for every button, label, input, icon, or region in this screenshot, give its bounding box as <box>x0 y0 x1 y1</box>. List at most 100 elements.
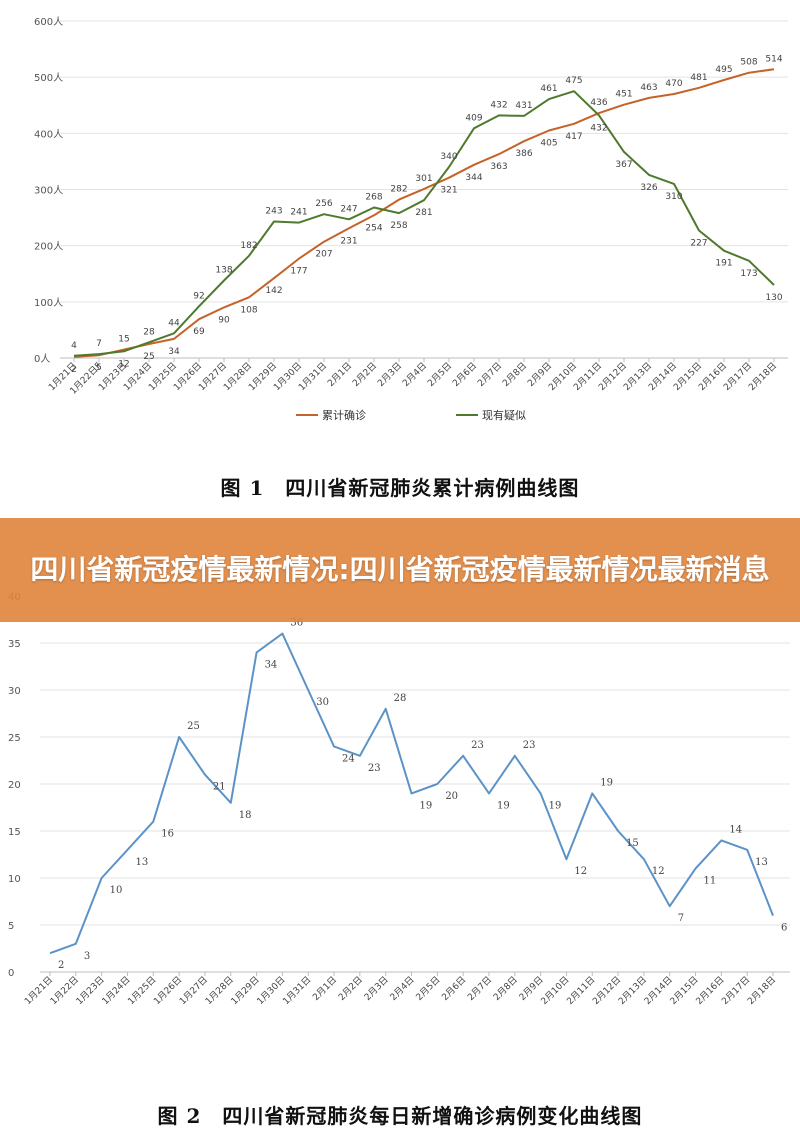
x-tick-label: 2月7日 <box>465 974 494 1003</box>
data-label: 6 <box>781 923 787 934</box>
data-label: 12 <box>574 866 587 877</box>
data-label: 12 <box>118 359 129 369</box>
y-tick-label: 15 <box>8 827 21 838</box>
data-label: 25 <box>187 721 200 732</box>
x-tick-label: 2月4日 <box>388 974 417 1003</box>
data-label: 34 <box>168 347 180 357</box>
data-label: 514 <box>765 54 782 64</box>
data-label: 4 <box>71 341 77 351</box>
data-label: 142 <box>265 286 282 296</box>
series-line-1 <box>73 68 775 358</box>
y-tick-label: 30 <box>8 686 21 697</box>
x-tick-label: 2月18日 <box>745 974 778 1007</box>
data-label: 108 <box>240 305 257 315</box>
data-label: 30 <box>316 697 329 708</box>
daily-new-cases-chart: 05101520253035401月21日1月22日1月23日1月24日1月25… <box>8 592 790 1007</box>
y-tick-label: 600人 <box>34 16 63 28</box>
data-label: 7 <box>96 339 102 349</box>
data-label: 7 <box>678 913 684 924</box>
data-label: 13 <box>755 857 768 868</box>
data-label: 432 <box>490 100 507 110</box>
banner-title: 四川省新冠疫情最新情况:四川省新冠疫情最新情况最新消息 <box>30 553 770 586</box>
data-label: 18 <box>239 810 252 821</box>
data-label: 23 <box>368 763 381 774</box>
data-label: 34 <box>265 659 278 670</box>
data-label: 44 <box>168 318 180 328</box>
x-tick-label: 2月1日 <box>326 360 355 389</box>
data-label: 451 <box>615 90 632 100</box>
data-label: 23 <box>523 740 536 751</box>
series-line-2 <box>73 90 775 357</box>
x-tick-label: 2月2日 <box>351 360 380 389</box>
data-label: 19 <box>497 800 510 811</box>
data-label: 28 <box>143 327 155 337</box>
data-label: 16 <box>161 829 174 840</box>
data-label: 14 <box>729 824 742 835</box>
data-label: 247 <box>340 204 357 214</box>
y-tick-label: 0人 <box>34 353 50 365</box>
y-tick-label: 35 <box>8 639 21 650</box>
y-tick-label: 25 <box>8 733 21 744</box>
data-label: 5 <box>96 363 102 373</box>
data-label: 282 <box>390 185 407 195</box>
y-tick-label: 200人 <box>34 241 63 253</box>
data-label: 2 <box>71 365 77 375</box>
title-banner: 四川省新冠疫情最新情况:四川省新冠疫情最新情况最新消息 <box>0 518 800 622</box>
data-label: 432 <box>590 123 607 133</box>
y-tick-label: 0 <box>8 968 14 979</box>
data-label: 227 <box>690 239 707 249</box>
data-label: 461 <box>540 84 557 94</box>
x-tick-label: 1月31日 <box>296 360 329 393</box>
data-label: 436 <box>590 98 607 108</box>
x-tick-label: 2月3日 <box>362 974 391 1003</box>
data-label: 508 <box>740 58 757 68</box>
x-tick-label: 2月8日 <box>491 974 520 1003</box>
data-label: 19 <box>600 777 613 788</box>
x-tick-label: 2月6日 <box>451 360 480 389</box>
data-label: 463 <box>640 83 657 93</box>
legend-label: 现有疑似 <box>482 408 526 422</box>
data-label: 20 <box>445 791 458 802</box>
data-label: 310 <box>665 192 682 202</box>
x-tick-label: 2月5日 <box>414 974 443 1003</box>
data-label: 243 <box>265 207 282 217</box>
x-tick-label: 2月6日 <box>440 974 469 1003</box>
data-label: 231 <box>340 236 357 246</box>
data-label: 256 <box>315 199 332 209</box>
data-label: 470 <box>665 79 682 89</box>
data-label: 417 <box>565 132 582 142</box>
data-label: 36 <box>290 618 303 629</box>
data-label: 19 <box>549 800 562 811</box>
data-label: 321 <box>440 186 457 196</box>
data-label: 340 <box>440 152 457 162</box>
data-label: 258 <box>390 221 407 231</box>
data-label: 19 <box>420 800 433 811</box>
data-label: 281 <box>415 208 432 218</box>
x-tick-label: 2月1日 <box>311 974 340 1003</box>
data-label: 90 <box>218 315 230 325</box>
data-label: 207 <box>315 250 332 260</box>
data-label: 182 <box>240 241 257 251</box>
data-label: 15 <box>626 838 639 849</box>
x-tick-label: 1月31日 <box>281 974 314 1007</box>
data-label: 92 <box>193 291 204 301</box>
data-label: 191 <box>715 259 732 269</box>
data-label: 431 <box>515 101 532 111</box>
data-label: 15 <box>118 335 129 345</box>
data-label: 21 <box>213 782 226 793</box>
data-label: 3 <box>84 951 90 962</box>
data-label: 2 <box>58 960 64 971</box>
data-label: 12 <box>652 866 665 877</box>
data-label: 386 <box>515 149 532 159</box>
y-tick-label: 10 <box>8 874 21 885</box>
y-tick-label: 20 <box>8 780 21 791</box>
data-label: 405 <box>540 139 557 149</box>
data-label: 268 <box>365 192 382 202</box>
data-label: 326 <box>640 183 657 193</box>
data-label: 367 <box>615 160 632 170</box>
data-label: 173 <box>740 269 757 279</box>
data-label: 475 <box>565 76 582 86</box>
x-tick-label: 2月8日 <box>501 360 530 389</box>
data-label: 409 <box>465 113 482 123</box>
data-label: 13 <box>135 857 148 868</box>
